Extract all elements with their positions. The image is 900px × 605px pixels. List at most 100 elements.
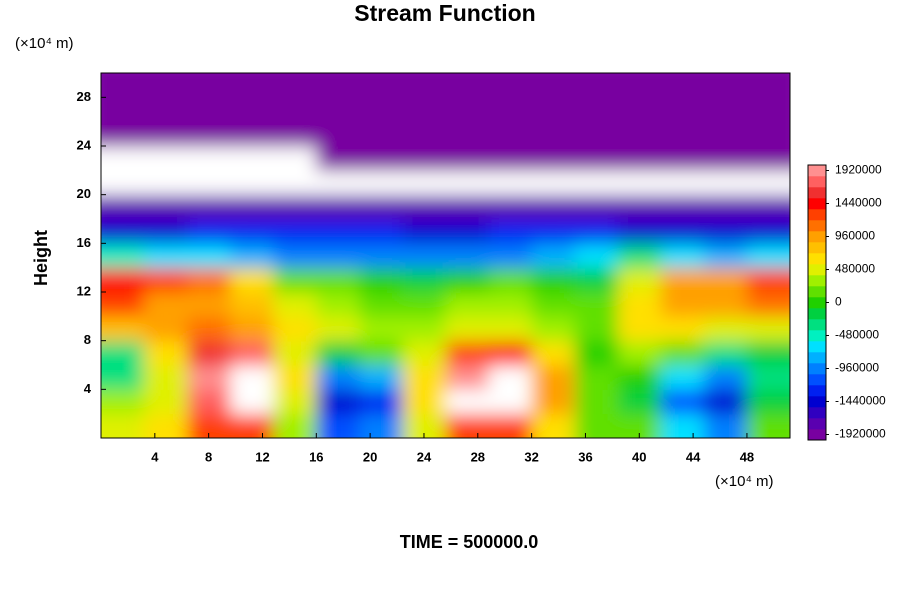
field-cell — [488, 316, 533, 342]
field-cell — [574, 194, 619, 220]
y-tick-label: 8 — [84, 332, 91, 347]
field-cell — [402, 170, 447, 196]
field-cell — [101, 146, 145, 171]
field-cell — [488, 365, 533, 390]
field-cell — [230, 267, 274, 293]
field-cell — [445, 121, 490, 147]
field-cell — [703, 170, 748, 196]
x-tick-label: 40 — [632, 449, 646, 464]
x-tick-label: 24 — [417, 449, 432, 464]
y-tick-label: 12 — [77, 283, 91, 298]
field-cell — [144, 413, 188, 438]
field-cell — [402, 389, 447, 415]
field-cell — [187, 267, 231, 293]
field-cell — [402, 73, 447, 98]
field-cell — [273, 194, 317, 220]
field-cell — [144, 316, 188, 342]
colorbar-swatch — [808, 308, 826, 320]
field-cell — [445, 365, 490, 390]
field-cell — [273, 389, 317, 415]
field-cell — [574, 219, 619, 244]
field-cell — [488, 170, 533, 196]
field-cell — [359, 340, 404, 366]
field-cell — [230, 146, 274, 171]
field-cell — [273, 73, 317, 98]
y-tick-label: 20 — [77, 186, 91, 201]
field-cell — [144, 170, 188, 196]
colorbar-tick-label: 480000 — [835, 262, 875, 276]
field-cell — [488, 243, 533, 269]
field — [101, 73, 790, 438]
y-tick-label: 24 — [77, 137, 92, 152]
field-cell — [531, 194, 576, 220]
field-cell — [488, 219, 533, 244]
field-cell — [273, 121, 317, 147]
field-cell — [617, 219, 662, 244]
y-unit-label: (×10⁴ m) — [15, 35, 74, 52]
colorbar-swatch — [808, 330, 826, 342]
x-tick-label: 12 — [255, 449, 269, 464]
field-cell — [316, 146, 360, 171]
field-cell — [746, 73, 790, 98]
field-cell — [703, 413, 748, 438]
field-cell — [660, 365, 705, 390]
field-cell — [101, 292, 145, 317]
field-cell — [230, 365, 274, 390]
field-cell — [230, 316, 274, 342]
colorbar-swatch — [808, 286, 826, 298]
field-cell — [488, 413, 533, 438]
field-cell — [187, 170, 231, 196]
field-cell — [488, 340, 533, 366]
field-cell — [746, 194, 790, 220]
colorbar-swatch — [808, 209, 826, 221]
field-cell — [531, 340, 576, 366]
field-cell — [617, 146, 662, 171]
colorbar-tick-label: 0 — [835, 295, 842, 309]
field-cell — [187, 243, 231, 269]
field-cell — [660, 389, 705, 415]
field-cell — [359, 413, 404, 438]
field-cell — [273, 146, 317, 171]
field-cell — [359, 389, 404, 415]
field-cell — [703, 340, 748, 366]
field-cell — [531, 365, 576, 390]
field-cell — [660, 267, 705, 293]
field-cell — [617, 316, 662, 342]
field-cell — [703, 365, 748, 390]
field-cell — [316, 267, 360, 293]
colorbar-swatch — [808, 187, 826, 199]
field-cell — [273, 267, 317, 293]
field-cell — [617, 73, 662, 98]
field-cell — [144, 219, 188, 244]
field-cell — [445, 267, 490, 293]
colorbar-swatch — [808, 341, 826, 353]
colorbar-swatch — [808, 407, 826, 419]
field-cell — [402, 219, 447, 244]
colorbar-swatch — [808, 165, 826, 177]
colorbar-tick-label: 960000 — [835, 229, 875, 243]
field-cell — [402, 121, 447, 147]
field-cell — [445, 97, 490, 123]
field-cell — [445, 413, 490, 438]
field-cell — [187, 219, 231, 244]
field-cell — [230, 194, 274, 220]
field-cell — [617, 340, 662, 366]
x-tick-label: 48 — [740, 449, 754, 464]
field-cell — [531, 316, 576, 342]
field-cell — [359, 97, 404, 123]
field-cell — [703, 73, 748, 98]
field-cell — [660, 292, 705, 317]
field-cell — [703, 316, 748, 342]
field-cell — [531, 267, 576, 293]
field-cell — [531, 243, 576, 269]
field-cell — [144, 97, 188, 123]
field-cell — [445, 292, 490, 317]
field-cell — [531, 170, 576, 196]
field-cell — [617, 243, 662, 269]
field-cell — [230, 413, 274, 438]
field-cell — [101, 413, 145, 438]
field-cell — [402, 146, 447, 171]
field-cell — [660, 243, 705, 269]
field-cell — [359, 292, 404, 317]
field-cell — [273, 413, 317, 438]
